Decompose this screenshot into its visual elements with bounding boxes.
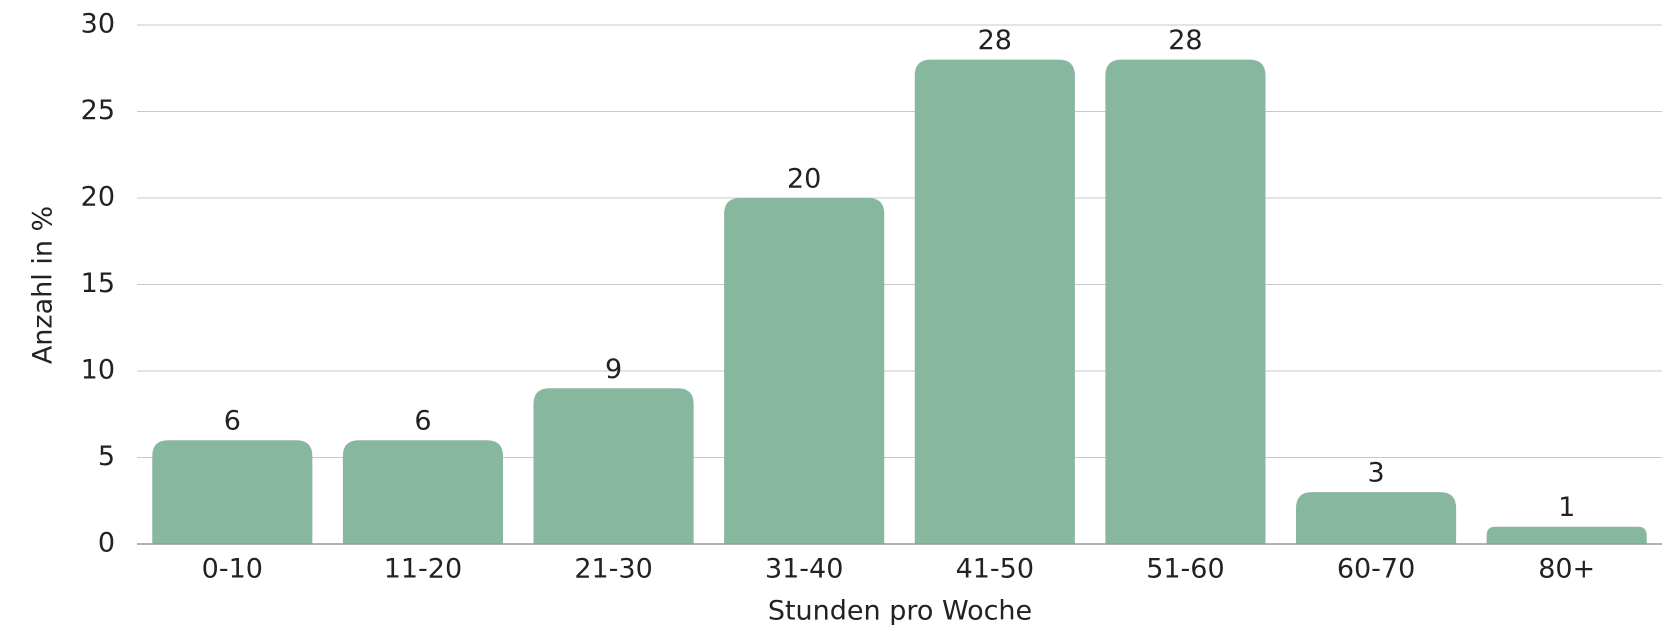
x-tick-label: 41-50 <box>956 554 1034 585</box>
bar <box>533 388 694 544</box>
x-tick-label: 51-60 <box>1146 554 1224 585</box>
data-label: 6 <box>414 406 431 437</box>
bar <box>914 59 1075 544</box>
bar <box>152 440 313 544</box>
data-label: 6 <box>224 406 241 437</box>
y-tick-label: 20 <box>81 182 115 213</box>
x-tick-label: 80+ <box>1538 554 1595 585</box>
y-tick-label: 30 <box>81 9 115 40</box>
x-tick-label: 21-30 <box>574 554 652 585</box>
data-label: 20 <box>787 164 821 195</box>
x-axis-title: Stunden pro Woche <box>768 596 1032 627</box>
y-tick-label: 15 <box>81 268 115 299</box>
bar <box>342 440 503 544</box>
data-label: 28 <box>978 25 1012 56</box>
bar <box>1486 526 1647 544</box>
data-label: 1 <box>1558 492 1575 523</box>
x-tick-label: 0-10 <box>202 554 263 585</box>
data-label: 28 <box>1168 25 1202 56</box>
bar <box>1296 492 1457 544</box>
x-tick-label: 31-40 <box>765 554 843 585</box>
y-tick-label: 10 <box>81 355 115 386</box>
x-tick-label: 60-70 <box>1337 554 1415 585</box>
data-label: 9 <box>605 354 622 385</box>
x-tick-label: 11-20 <box>384 554 462 585</box>
y-axis-title: Anzahl in % <box>28 206 59 364</box>
y-tick-label: 25 <box>81 95 115 126</box>
data-label: 3 <box>1367 458 1384 489</box>
y-tick-label: 5 <box>98 441 115 472</box>
bar <box>724 198 885 544</box>
bar <box>1105 59 1266 544</box>
y-tick-label: 0 <box>98 528 115 559</box>
